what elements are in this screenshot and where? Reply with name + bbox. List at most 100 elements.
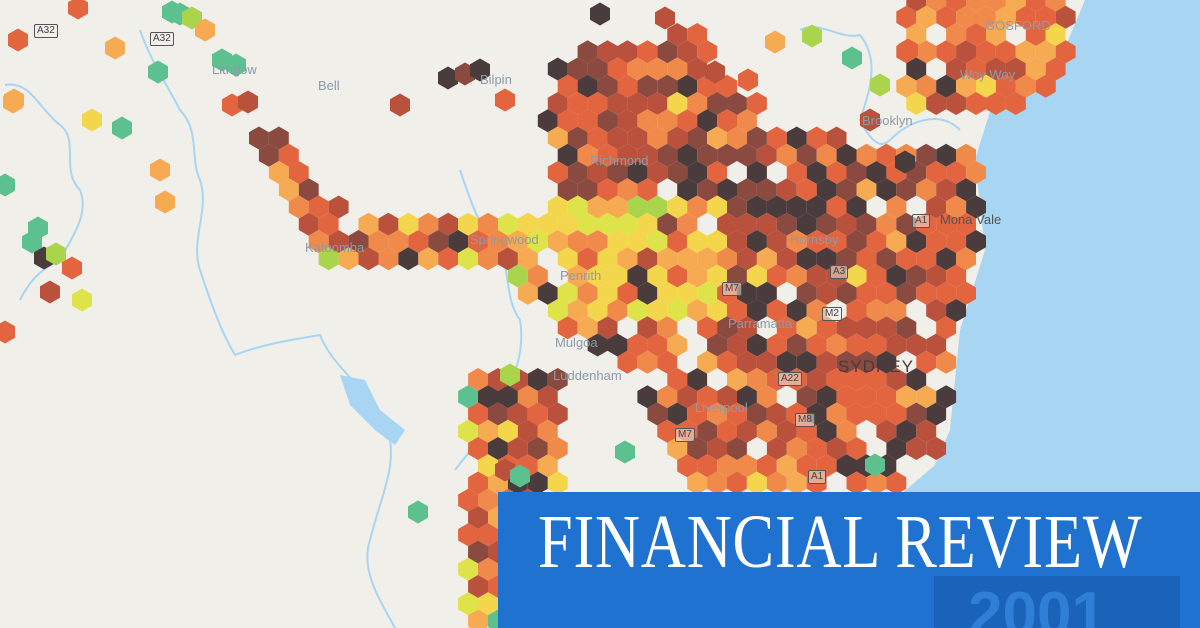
hex-cell — [468, 506, 488, 529]
hex-cell — [308, 230, 329, 253]
hex-cell — [677, 40, 698, 64]
hex-cell — [378, 212, 399, 236]
hex-cell — [468, 230, 488, 253]
hex-cell — [876, 281, 897, 305]
hex-cell — [597, 316, 618, 340]
hex-cell — [587, 299, 608, 322]
hex-cell — [737, 454, 757, 478]
hex-cell — [677, 74, 698, 98]
hex-cell — [816, 212, 837, 236]
hex-cell — [796, 212, 817, 236]
hex-cell — [655, 6, 675, 30]
hex-cell — [786, 161, 807, 184]
hex-cell — [717, 316, 737, 340]
hex-cell — [507, 264, 528, 288]
hex-cell — [946, 92, 967, 115]
hex-cell — [846, 437, 867, 460]
hex-cell — [567, 57, 588, 81]
hex-cell — [1035, 40, 1056, 64]
hex-cell — [537, 419, 558, 443]
hex-cell — [906, 92, 927, 115]
hex-cell — [667, 368, 688, 391]
hex-cell — [707, 92, 727, 115]
hex-cell — [637, 212, 658, 236]
hex-cell — [866, 471, 887, 495]
hex-cell — [898, 38, 918, 62]
hex-cell — [916, 247, 937, 271]
hex-cell — [936, 178, 957, 202]
hex-cell — [756, 385, 777, 409]
hex-cell — [856, 212, 877, 236]
hex-cell — [667, 437, 688, 460]
hex-cell — [418, 212, 439, 236]
hex-cell — [966, 23, 986, 46]
hex-cell — [876, 247, 897, 271]
hex-cell — [796, 247, 817, 271]
hex-cell — [478, 454, 498, 478]
hex-cell — [995, 40, 1016, 64]
place-label-bilpin: Bilpin — [480, 72, 512, 87]
hex-cell — [886, 230, 907, 253]
hex-cell — [68, 0, 88, 20]
hex-cell — [956, 212, 976, 236]
hex-cell — [986, 0, 1006, 12]
hex-cell — [806, 333, 827, 357]
hex-cell — [906, 402, 927, 426]
hex-cell — [896, 5, 917, 29]
hex-cell — [617, 74, 638, 98]
hex-layer — [0, 0, 1076, 628]
hex-cell — [627, 92, 648, 115]
hex-cell — [438, 247, 459, 271]
hex-cell — [687, 92, 708, 115]
hex-cell — [816, 350, 837, 374]
hex-cell — [826, 230, 847, 253]
hex-cell — [577, 212, 598, 236]
hex-cell — [288, 161, 309, 184]
hex-cell — [547, 299, 568, 322]
hex-cell — [617, 212, 638, 236]
hex-cell — [866, 368, 887, 391]
hex-cell — [587, 126, 608, 150]
hex-cell — [697, 281, 718, 305]
hex-cell — [846, 333, 867, 357]
hex-cell — [707, 230, 727, 253]
place-label-gosford: GOSFORD — [985, 18, 1051, 33]
hex-cell — [916, 178, 937, 202]
hex-cell — [687, 230, 708, 253]
hex-cell — [478, 523, 498, 547]
hex-cell — [458, 557, 478, 581]
hex-cell — [478, 557, 498, 581]
hex-cell — [537, 385, 558, 409]
hex-cell — [627, 264, 648, 288]
hex-cell — [298, 212, 319, 236]
hex-cell — [587, 333, 608, 357]
hex-cell — [607, 57, 628, 81]
hex-cell — [537, 109, 558, 133]
hex-cell — [587, 230, 608, 253]
hex-cell — [727, 333, 747, 357]
hex-cell — [390, 93, 410, 117]
hex-cell — [727, 437, 747, 460]
hex-cell — [756, 247, 777, 271]
hex-cell — [510, 464, 530, 488]
hex-cell — [22, 230, 42, 254]
hex-cell — [896, 178, 917, 202]
hex-cell — [478, 247, 498, 271]
hex-cell — [896, 281, 917, 305]
hex-cell — [816, 143, 837, 167]
hex-cell — [756, 143, 777, 167]
hex-cell — [607, 299, 628, 322]
hex-cell — [956, 74, 976, 98]
hex-cell — [448, 230, 469, 253]
hex-cell — [687, 471, 708, 495]
hex-cell — [677, 109, 698, 133]
hex-cell — [896, 247, 917, 271]
hex-cell — [946, 299, 967, 322]
hex-cell — [746, 368, 767, 391]
hex-cell — [1025, 57, 1046, 81]
hex-cell — [468, 471, 488, 495]
hex-cell — [458, 419, 478, 443]
hex-cell — [936, 350, 957, 374]
hex-cell — [886, 437, 907, 460]
hex-cell — [1005, 0, 1026, 12]
